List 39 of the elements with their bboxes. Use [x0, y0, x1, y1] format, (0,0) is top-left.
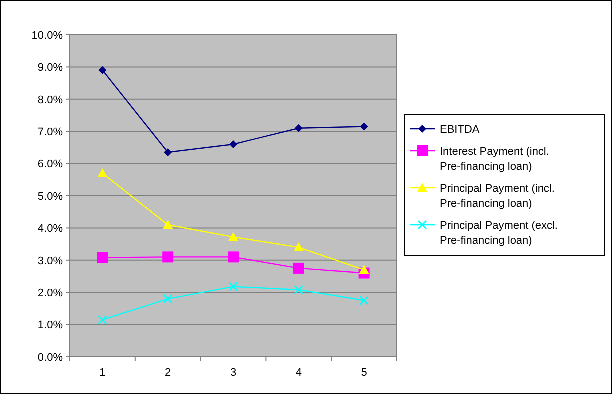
point: [293, 262, 304, 274]
point: [360, 296, 370, 306]
y-tick-label: 2.0%: [38, 287, 64, 300]
point: [98, 168, 108, 178]
point: [228, 232, 238, 242]
y-tick-label: 3.0%: [38, 255, 64, 268]
point: [228, 252, 239, 263]
y-tick-label: 8.0%: [38, 94, 64, 106]
point: [359, 265, 370, 274]
point: [164, 148, 172, 157]
point: [294, 242, 304, 252]
x-tick-label: 4: [296, 367, 302, 379]
point: [98, 66, 107, 74]
y-tick-label: 1.0%: [38, 320, 64, 332]
y-tick-label: 6.0%: [38, 158, 64, 171]
point: [163, 220, 174, 229]
point: [97, 252, 108, 264]
y-tick-label: 10.0%: [32, 30, 64, 42]
point: [230, 140, 238, 148]
point: [360, 122, 368, 131]
point: [162, 252, 174, 263]
point: [98, 315, 108, 325]
legend-label: Interest Payment (incl. Pre-financing loan): [440, 146, 550, 173]
point: [228, 282, 238, 292]
y-tick-label: 4.0%: [38, 223, 64, 236]
x-tick-label: 3: [230, 367, 237, 379]
y-tick-label: 0.0%: [38, 352, 64, 364]
y-tick-label: 7.0%: [38, 126, 64, 138]
point: [294, 124, 303, 132]
x-tick-label: 5: [361, 367, 368, 379]
point: [294, 285, 304, 295]
legend-label: Principal Payment (excl. Pre-financing loan): [440, 220, 558, 247]
x-tick-label: 2: [165, 367, 172, 379]
y-tick-label: 9.0%: [38, 62, 64, 74]
legend-label: Principal Payment (incl. Pre-financing loan): [440, 182, 555, 210]
legend-label: EBITDA: [440, 124, 480, 136]
y-tick-label: 5.0%: [38, 190, 64, 203]
x-tick-label: 1: [100, 367, 106, 379]
point: [163, 294, 173, 304]
